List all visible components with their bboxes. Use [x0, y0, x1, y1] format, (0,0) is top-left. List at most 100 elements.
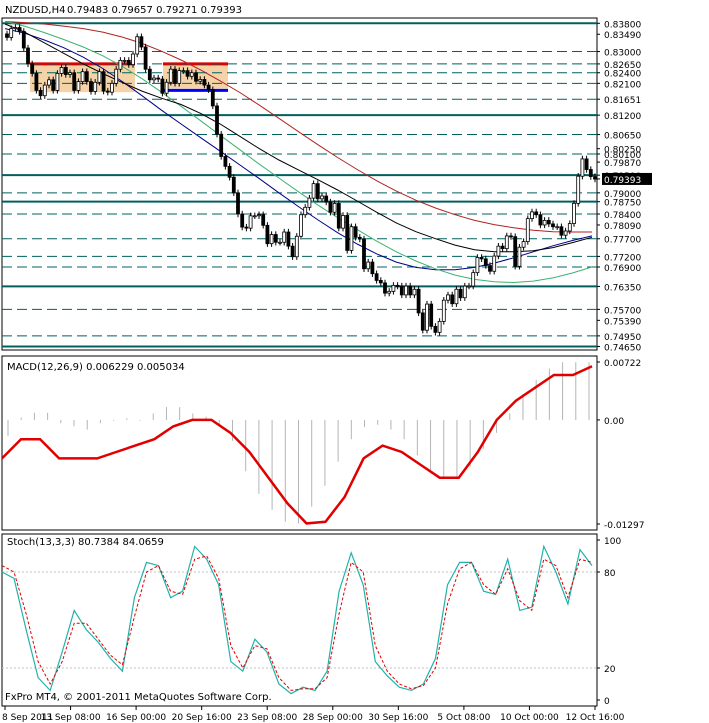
candle-body	[341, 215, 345, 229]
candle-body	[383, 282, 387, 294]
time-tick-label: 23 Sep 08:00	[237, 713, 297, 723]
current-price-box	[602, 172, 652, 185]
candle-body	[273, 234, 278, 243]
candle-body	[26, 47, 30, 65]
candle-body	[433, 325, 438, 333]
candle-body	[546, 219, 551, 225]
candle-body	[290, 245, 295, 258]
candle-body	[525, 218, 530, 242]
price-tick-label: 0.83800	[604, 20, 641, 30]
candle-body	[441, 299, 446, 322]
candle-body	[387, 290, 392, 294]
candle-body	[135, 36, 140, 55]
candle-body	[89, 81, 93, 92]
ma-black-line	[4, 23, 593, 253]
stoch-title: Stoch(13,3,3) 80.7384 84.0659	[7, 537, 164, 548]
candle-body	[206, 84, 211, 91]
candle-body	[189, 72, 194, 77]
price-tick-label: 0.74650	[604, 343, 641, 353]
candle-body	[68, 72, 72, 75]
price-tick-label: 0.83490	[604, 31, 641, 41]
candle-body	[248, 215, 253, 229]
price-tick-label: 0.79870	[604, 159, 641, 169]
candle-body	[391, 284, 396, 292]
candle-body	[118, 59, 123, 70]
ohlc-label: 0.79483 0.79657 0.79271 0.79393	[67, 5, 242, 16]
candle-body	[13, 27, 18, 29]
candle-body	[412, 288, 417, 296]
macd-signal-line	[1, 365, 593, 525]
price-tick-label: 0.78090	[604, 222, 641, 232]
stoch-main-line	[1, 544, 593, 695]
macd-title: MACD(12,26,9) 0.006229 0.005034	[7, 362, 185, 373]
candle-body	[84, 71, 89, 82]
candle-body	[173, 68, 177, 84]
stoch-signal-line	[1, 555, 593, 691]
candle-body	[588, 169, 593, 177]
candle-body	[202, 79, 207, 86]
time-tick-label: 8 Sep 2011	[2, 713, 53, 723]
candle-body	[345, 215, 350, 251]
candle-body	[483, 258, 488, 266]
candle-body	[261, 214, 266, 226]
candle-body	[450, 294, 455, 305]
price-tick-label: 0.79000	[604, 190, 641, 200]
candle-body	[30, 63, 35, 74]
candle-body	[500, 245, 505, 250]
candle-body	[521, 241, 526, 248]
macd-panel[interactable]: 0.00722 0.00 -0.01297	[1, 355, 644, 531]
price-tick-label: 0.78750	[604, 199, 641, 209]
candle-body	[282, 231, 287, 243]
time-tick-label: 13 Sep 08:00	[41, 713, 101, 723]
candle-body	[131, 53, 135, 66]
candle-body	[336, 203, 341, 229]
candle-body	[454, 288, 459, 305]
candle-body	[303, 206, 308, 216]
candle-body	[97, 71, 102, 83]
candle-body	[366, 261, 371, 270]
stoch-tick-label: 80	[604, 569, 616, 579]
candle-body	[307, 197, 312, 208]
candle-body	[357, 236, 362, 240]
candle-body	[265, 224, 270, 245]
candle-body	[257, 214, 261, 217]
price-tick-label: 0.82400	[604, 70, 641, 80]
candle-body	[458, 288, 463, 299]
candle-body	[93, 81, 98, 92]
symbol-label: NZDUSD,H4	[5, 5, 65, 16]
time-tick-label: 16 Sep 00:00	[106, 713, 166, 723]
candle-body	[231, 176, 236, 194]
price-tick-label: 0.83000	[604, 49, 641, 59]
candle-body	[320, 195, 324, 200]
candle-body	[177, 70, 182, 84]
candle-body	[210, 89, 215, 107]
candle-body	[488, 265, 492, 272]
price-tick-label: 0.76350	[604, 283, 641, 293]
candle-body	[324, 195, 329, 203]
candle-body	[349, 226, 354, 251]
candle-body	[408, 285, 413, 296]
macd-tick-label: 0.00722	[604, 359, 641, 369]
candle-body	[236, 192, 240, 215]
time-tick-label: 30 Sep 16:00	[368, 713, 428, 723]
candle-body	[567, 223, 572, 232]
time-tick-label: 28 Sep 00:00	[303, 713, 363, 723]
price-frame	[1, 17, 598, 351]
candle-body	[374, 273, 379, 281]
candle-body	[147, 68, 152, 81]
candle-body	[252, 215, 257, 218]
candle-body	[185, 70, 190, 77]
candle-body	[101, 71, 106, 92]
stoch-frame	[1, 533, 598, 707]
ma-green-line	[4, 21, 593, 284]
candle-body	[156, 77, 161, 80]
ma-red-line	[4, 21, 592, 233]
candle-body	[299, 214, 303, 237]
stoch-panel[interactable]: 100 80 20 0	[1, 533, 621, 707]
candle-body	[584, 158, 589, 170]
candle-body	[21, 31, 26, 49]
candle-body	[416, 288, 421, 314]
candle-body	[429, 303, 434, 327]
